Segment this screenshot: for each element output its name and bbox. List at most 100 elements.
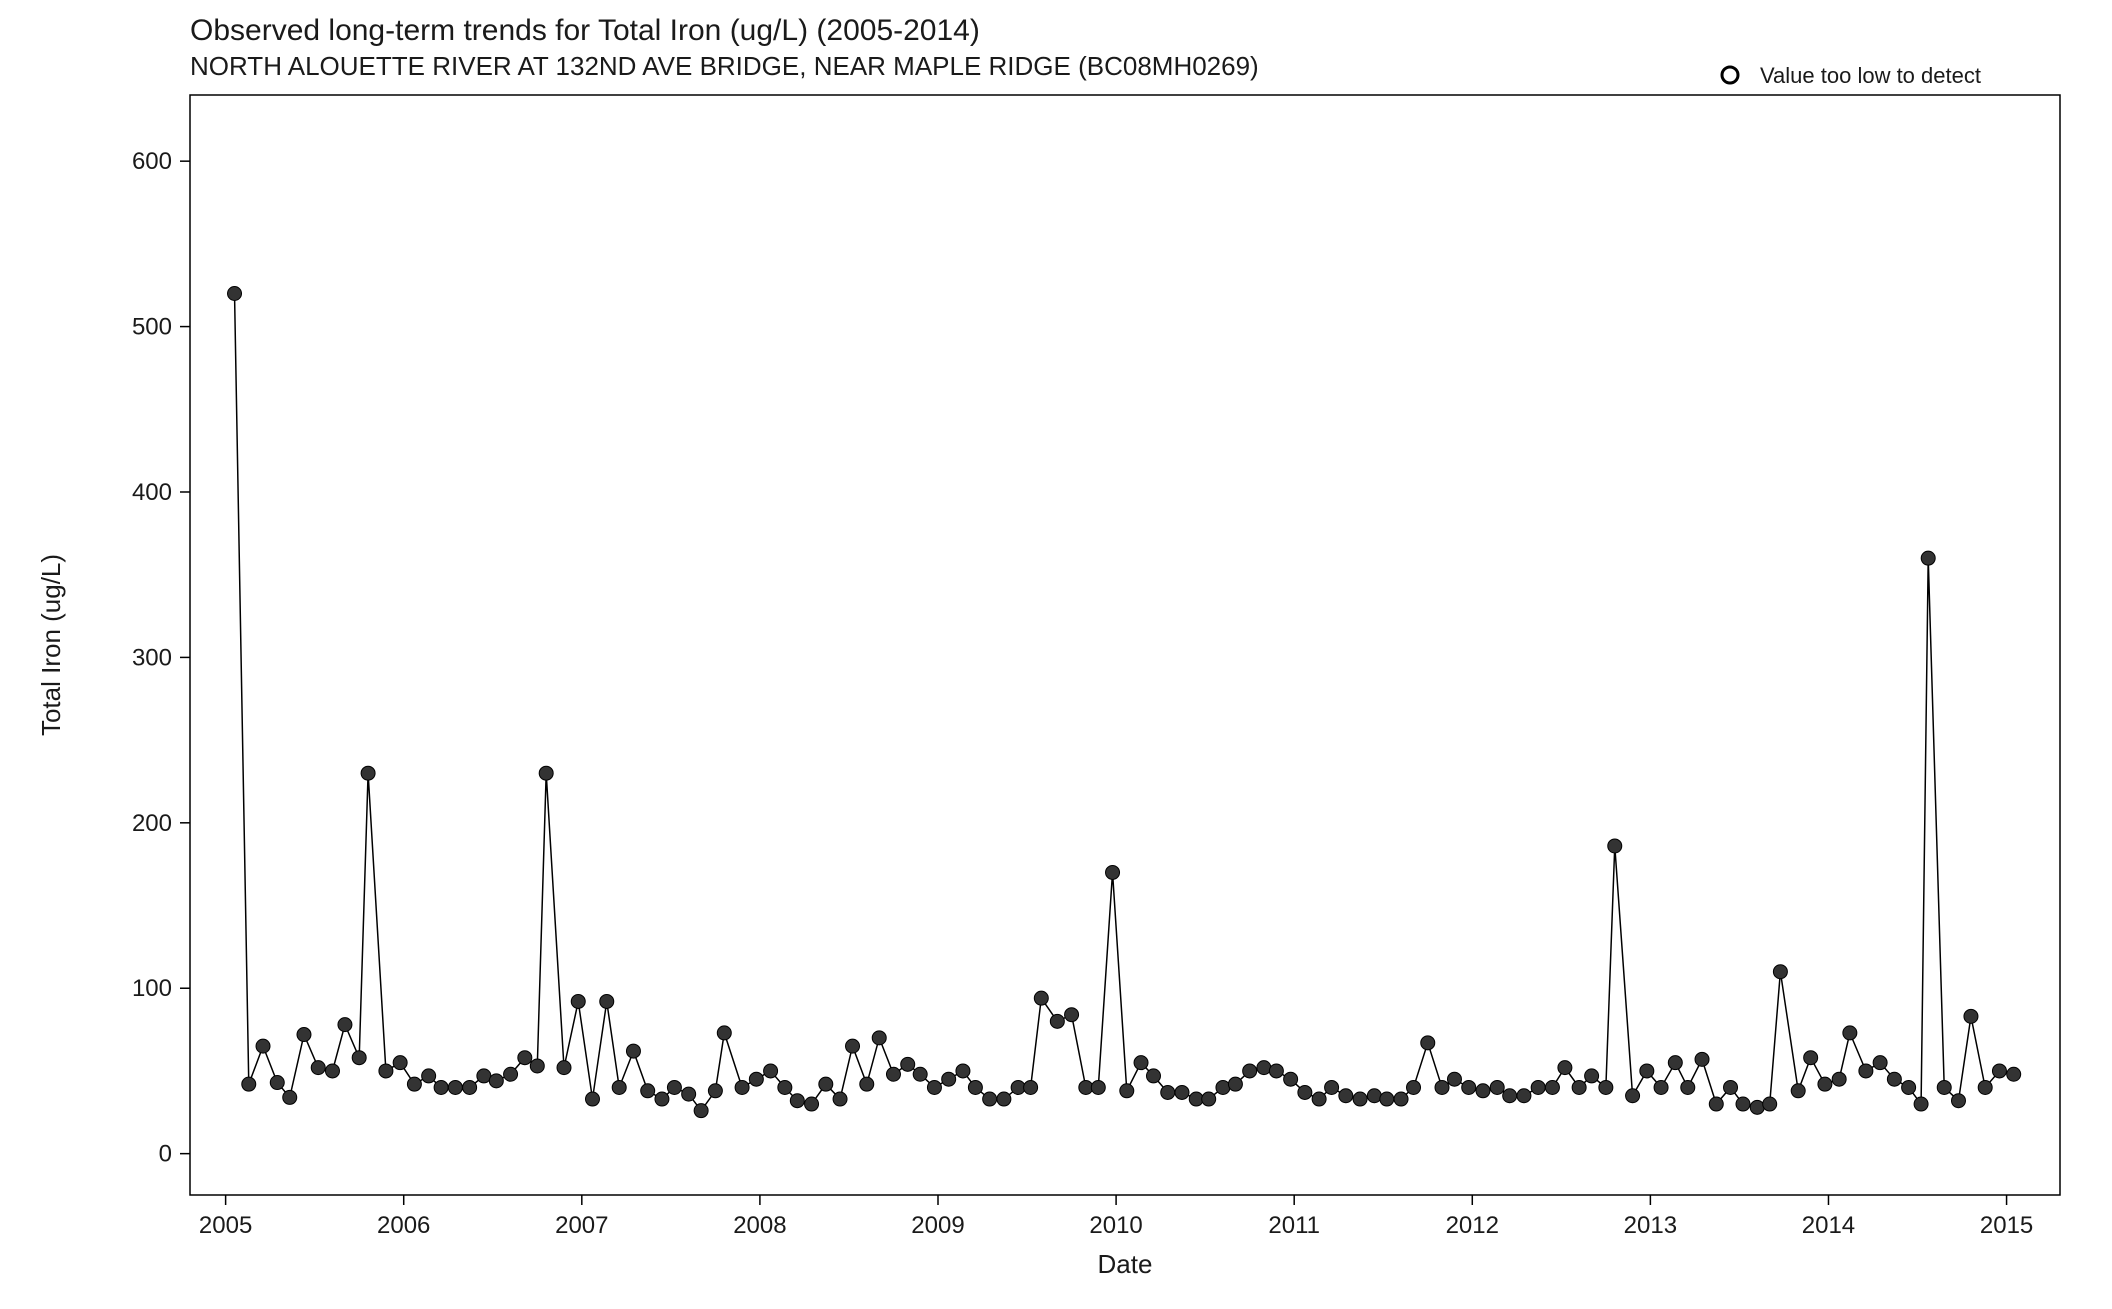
data-point <box>352 1051 366 1065</box>
data-point <box>1558 1061 1572 1075</box>
data-point <box>1709 1097 1723 1111</box>
data-point <box>2007 1067 2021 1081</box>
data-point <box>518 1051 532 1065</box>
x-tick-label: 2006 <box>377 1212 430 1239</box>
data-point <box>1818 1077 1832 1091</box>
chart-title: Observed long-term trends for Total Iron… <box>190 14 980 47</box>
data-point <box>1736 1097 1750 1111</box>
data-point <box>749 1072 763 1086</box>
x-tick-label: 2014 <box>1802 1212 1855 1239</box>
data-point <box>641 1084 655 1098</box>
data-point <box>1791 1084 1805 1098</box>
y-tick-label: 100 <box>132 975 172 1002</box>
chart-svg: Observed long-term trends for Total Iron… <box>0 0 2112 1309</box>
data-point <box>1608 839 1622 853</box>
data-point <box>422 1069 436 1083</box>
data-point <box>311 1061 325 1075</box>
chart-subtitle: NORTH ALOUETTE RIVER AT 132ND AVE BRIDGE… <box>190 51 1259 81</box>
data-point <box>682 1087 696 1101</box>
x-tick-label: 2008 <box>733 1212 786 1239</box>
data-point <box>1024 1080 1038 1094</box>
data-point <box>1832 1072 1846 1086</box>
data-point <box>694 1104 708 1118</box>
data-point <box>1503 1089 1517 1103</box>
data-point <box>1407 1080 1421 1094</box>
data-point <box>477 1069 491 1083</box>
series-line <box>235 293 2014 1110</box>
data-point <box>504 1067 518 1081</box>
data-point <box>1763 1097 1777 1111</box>
x-tick-label: 2012 <box>1446 1212 1499 1239</box>
data-point <box>1065 1008 1079 1022</box>
x-tick-label: 2015 <box>1980 1212 2033 1239</box>
data-point <box>1640 1064 1654 1078</box>
data-point <box>1964 1009 1978 1023</box>
y-tick-label: 300 <box>132 644 172 671</box>
data-point <box>1421 1036 1435 1050</box>
data-point <box>1269 1064 1283 1078</box>
plot-panel <box>190 95 2060 1195</box>
data-point <box>530 1059 544 1073</box>
data-point <box>1585 1069 1599 1083</box>
data-point <box>1339 1089 1353 1103</box>
data-point <box>585 1092 599 1106</box>
data-point <box>539 766 553 780</box>
data-point <box>407 1077 421 1091</box>
y-tick-label: 500 <box>132 314 172 341</box>
data-point <box>1298 1085 1312 1099</box>
data-point <box>708 1084 722 1098</box>
data-point <box>860 1077 874 1091</box>
data-point <box>1490 1080 1504 1094</box>
x-tick-label: 2010 <box>1089 1212 1142 1239</box>
data-point <box>1462 1080 1476 1094</box>
data-point <box>927 1080 941 1094</box>
data-point <box>1750 1100 1764 1114</box>
data-point <box>1914 1097 1928 1111</box>
data-point <box>1243 1064 1257 1078</box>
x-tick-label: 2007 <box>555 1212 608 1239</box>
data-point <box>571 994 585 1008</box>
data-point <box>600 994 614 1008</box>
data-point <box>1531 1080 1545 1094</box>
data-point <box>942 1072 956 1086</box>
data-point <box>463 1080 477 1094</box>
data-point <box>256 1039 270 1053</box>
data-point <box>1951 1094 1965 1108</box>
data-point <box>1120 1084 1134 1098</box>
x-tick-label: 2011 <box>1268 1212 1320 1239</box>
data-point <box>1695 1052 1709 1066</box>
x-tick-label: 2009 <box>911 1212 964 1239</box>
data-point <box>1545 1080 1559 1094</box>
data-point <box>1447 1072 1461 1086</box>
data-point <box>1937 1080 1951 1094</box>
data-point <box>872 1031 886 1045</box>
data-point <box>1902 1080 1916 1094</box>
data-point <box>1394 1092 1408 1106</box>
data-point <box>1435 1080 1449 1094</box>
y-axis-label: Total Iron (ug/L) <box>36 554 66 736</box>
data-point <box>1668 1056 1682 1070</box>
data-point <box>1859 1064 1873 1078</box>
data-point <box>612 1080 626 1094</box>
data-point <box>1134 1056 1148 1070</box>
data-point <box>361 766 375 780</box>
data-point <box>448 1080 462 1094</box>
data-point <box>1921 551 1935 565</box>
data-point <box>393 1056 407 1070</box>
data-point <box>1228 1077 1242 1091</box>
y-tick-label: 600 <box>132 148 172 175</box>
data-point <box>1599 1080 1613 1094</box>
data-point <box>667 1080 681 1094</box>
data-point <box>778 1080 792 1094</box>
data-point <box>1161 1085 1175 1099</box>
data-point <box>1257 1061 1271 1075</box>
data-point <box>242 1077 256 1091</box>
data-point <box>1517 1089 1531 1103</box>
data-point <box>1353 1092 1367 1106</box>
data-point <box>886 1067 900 1081</box>
data-point <box>1312 1092 1326 1106</box>
data-point <box>1106 865 1120 879</box>
legend-label: Value too low to detect <box>1760 63 1981 88</box>
data-point <box>489 1074 503 1088</box>
data-point <box>434 1080 448 1094</box>
